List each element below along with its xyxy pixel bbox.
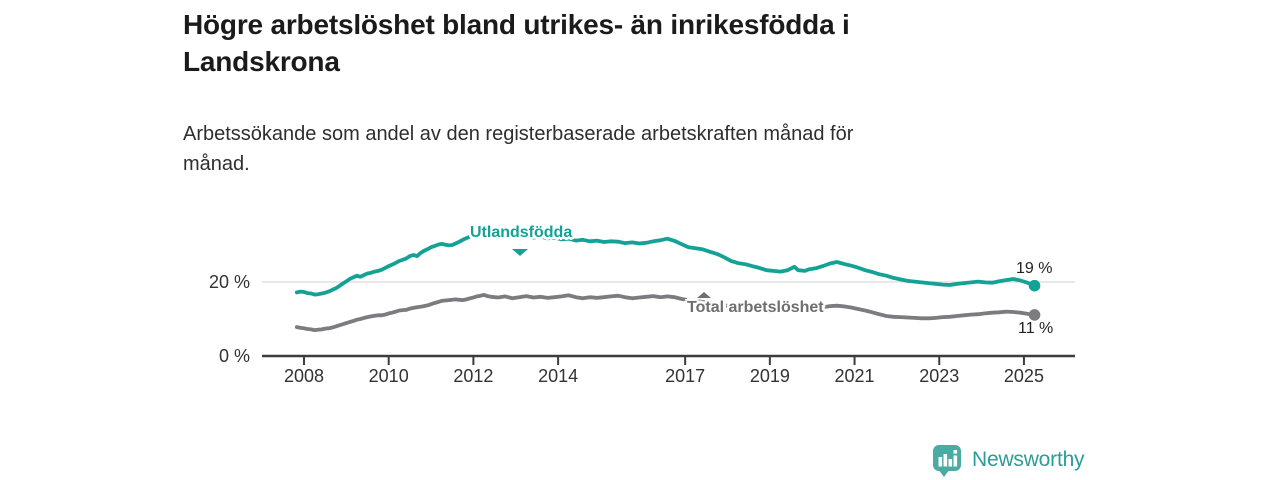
x-tick-label-2014: 2014 (538, 366, 579, 386)
x-tick-label-2023: 2023 (919, 366, 960, 386)
newsworthy-icon (933, 445, 961, 477)
series-label-utlandsfodda: Utlandsfödda (470, 224, 573, 241)
chart-subtitle: Arbetssökande som andel av den registerb… (183, 119, 1083, 179)
x-tick-label-2010: 2010 (368, 366, 409, 386)
x-axis-tick-labels: 2008 2010 2012 2014 2017 2019 2021 2023 2025 (0, 366, 1280, 390)
chart-subtitle-line1: Arbetssökande som andel av den registerb… (183, 123, 854, 145)
series-label-total: Total arbetslöshet (687, 299, 824, 316)
x-tick-label-2008: 2008 (283, 366, 325, 386)
series-line-total (294, 292, 1037, 333)
newsworthy-wordmark: Newsworthy (972, 448, 1085, 471)
x-tick-label-2017: 2017 (665, 366, 706, 386)
x-tick-label-2021: 2021 (834, 366, 875, 386)
chart-subtitle-line2: månad. (183, 153, 250, 175)
label-pointer-down-icon (512, 249, 528, 256)
series-line-utlandsfodda (294, 227, 1037, 297)
page-title-line2: Landskrona (183, 46, 340, 77)
x-tick-label-2019: 2019 (749, 366, 790, 386)
label-pointer-up-icon (697, 292, 711, 298)
y-axis-label-20: 20 % (208, 272, 250, 292)
end-dot-total (1028, 309, 1041, 321)
y-axis-label-0: 0 % (218, 346, 250, 366)
newsworthy-logo: Newsworthy (933, 444, 1085, 480)
x-tick-label-2025: 2025 (1003, 366, 1044, 386)
end-dot-utlandsfodda (1028, 279, 1041, 292)
end-value-label-total: 11 % (1018, 320, 1054, 337)
x-tick-label-2012: 2012 (453, 366, 494, 386)
page-title-line1: Högre arbetslöshet bland utrikes- än inr… (183, 9, 850, 40)
page-title: Högre arbetslöshet bland utrikes- än inr… (183, 6, 1083, 80)
end-value-label-utlandsfodda: 19 % (1016, 260, 1053, 277)
